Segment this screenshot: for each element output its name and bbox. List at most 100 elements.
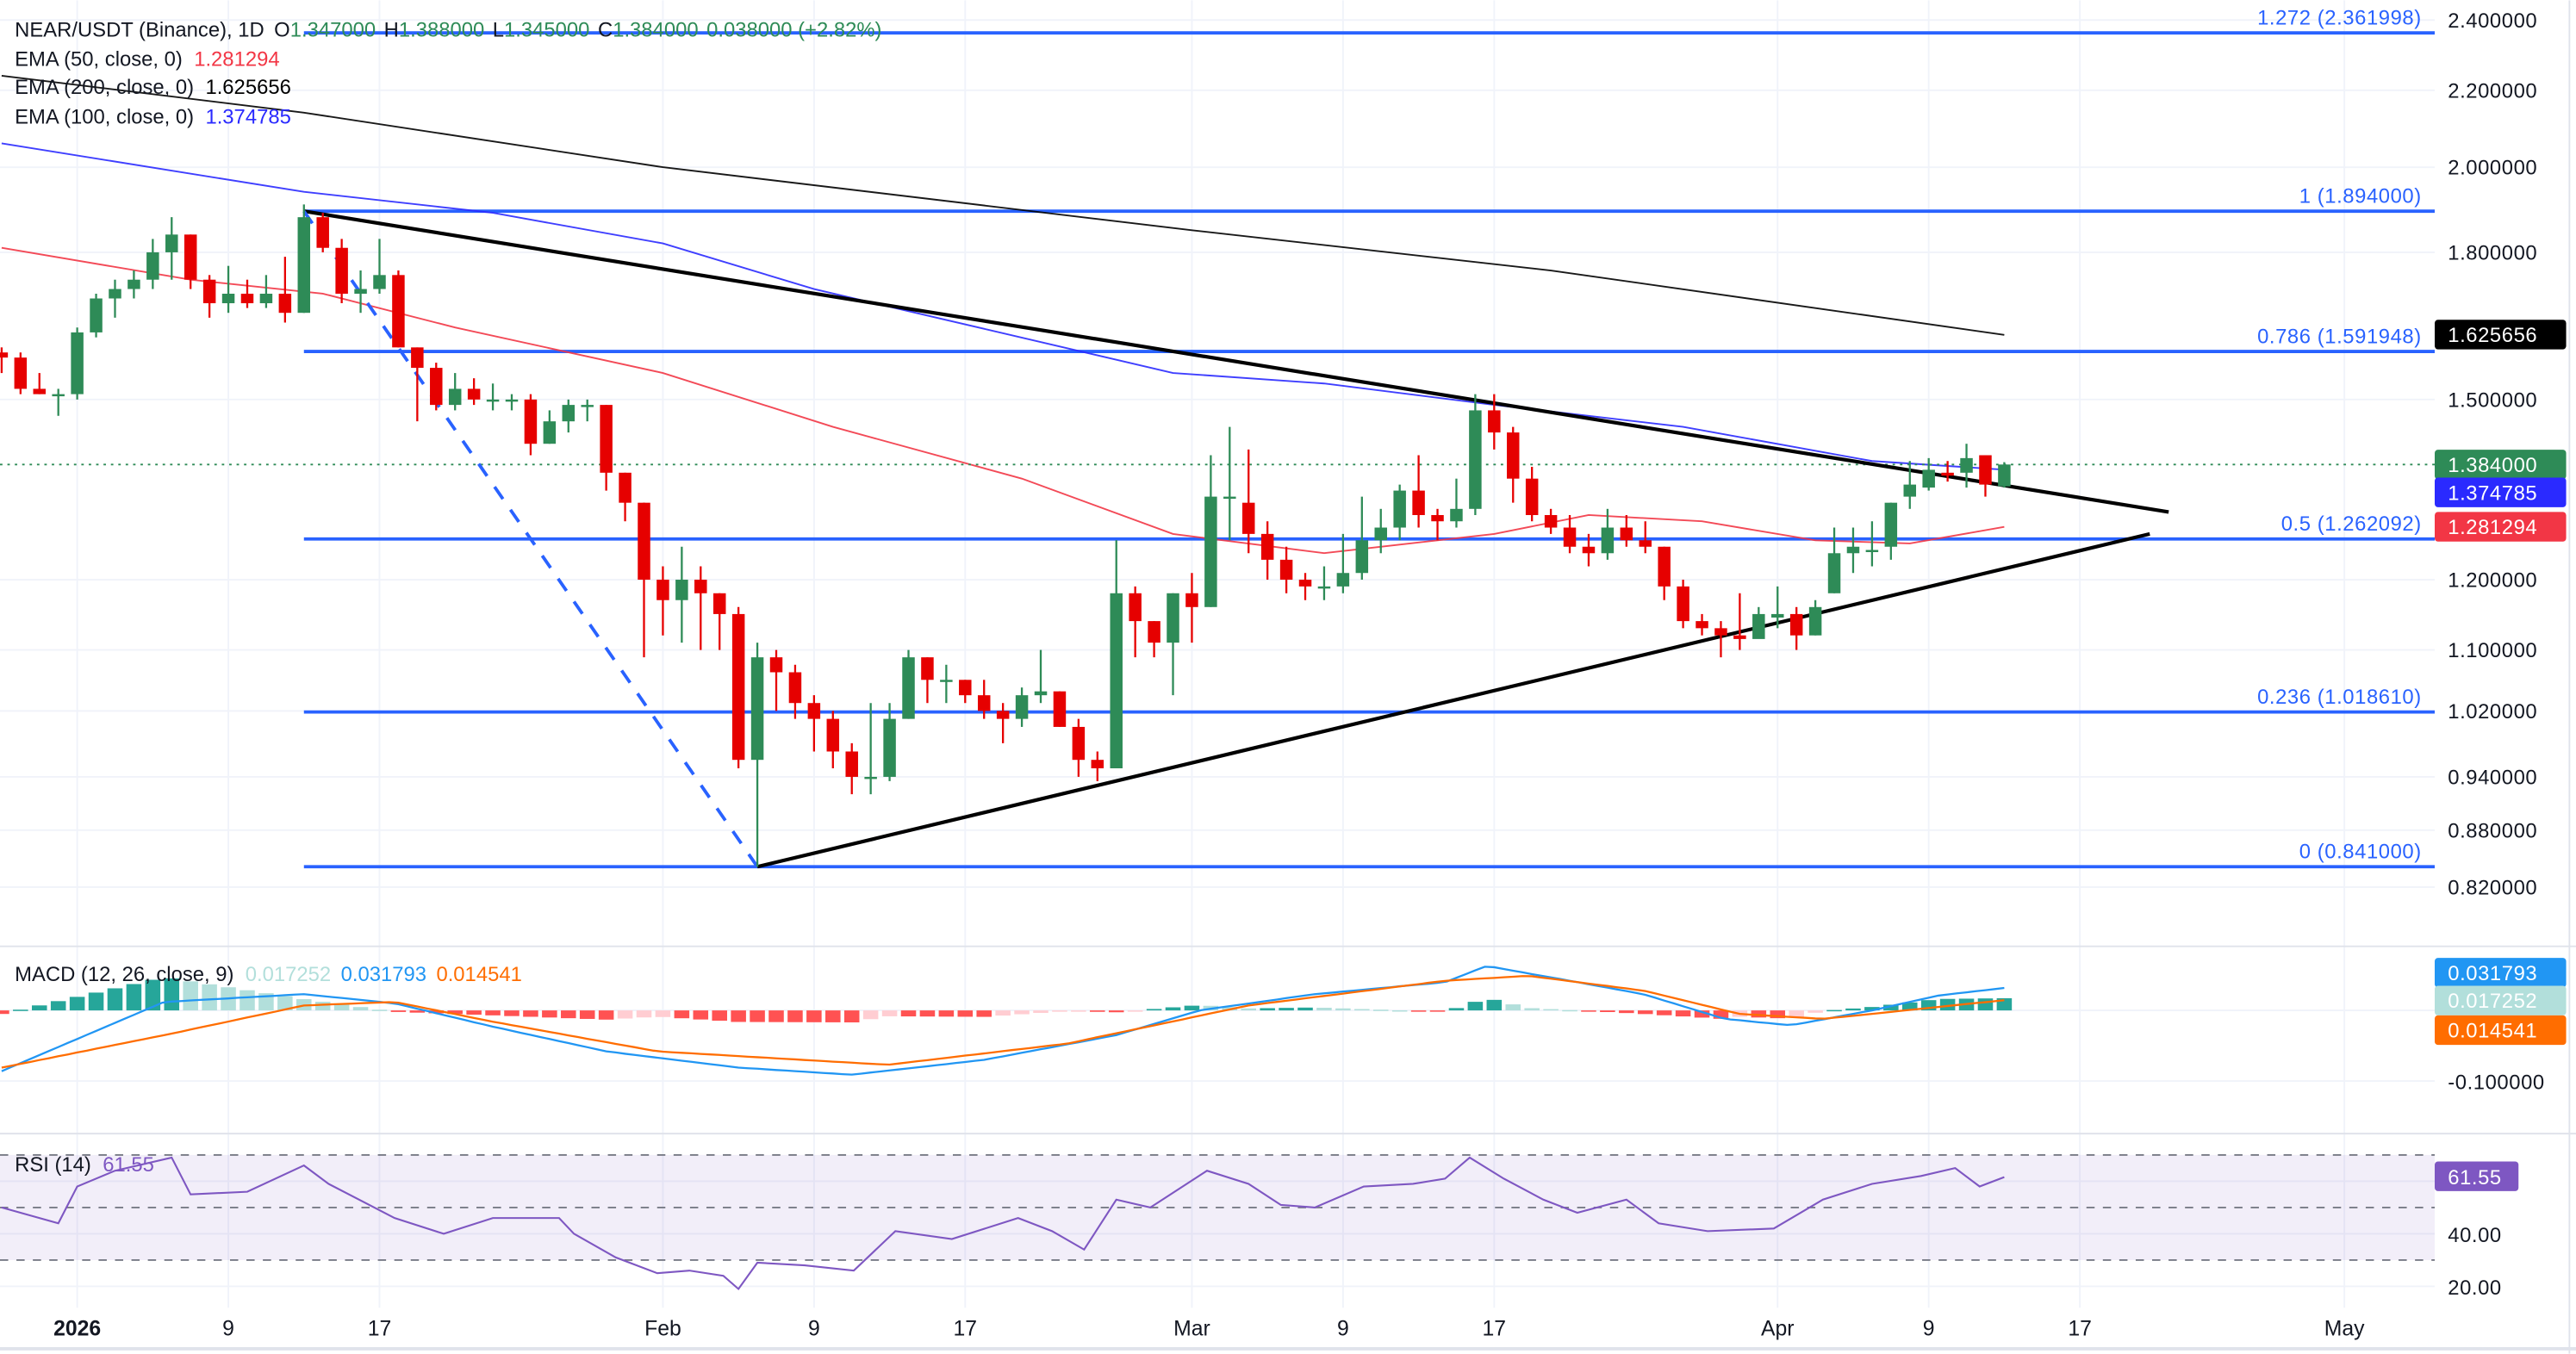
upper-trendline[interactable] <box>303 209 2169 514</box>
date-axis[interactable]: 2026 9 17 Feb 9 17 Mar 9 17 Apr 9 17 May <box>53 1318 2365 1341</box>
low-value: 1.345000 <box>504 18 589 41</box>
ema200-label: EMA (200, close, 0) <box>15 76 194 99</box>
macd-histogram-bar <box>1146 1009 1162 1011</box>
candle <box>1884 502 1898 560</box>
macd-histogram-bar <box>976 1010 992 1017</box>
candle <box>1091 751 1104 781</box>
macd-histogram-bar <box>693 1010 709 1020</box>
fib-retracement[interactable]: 1.272 (2.361998) 1 (1.894000) 0.786 (1.591… <box>303 7 2436 869</box>
candle-body <box>1979 455 1992 485</box>
candle <box>278 257 292 323</box>
candle-body <box>1752 613 1765 639</box>
legend-ema50[interactable]: EMA (50, close, 0) 1.281294 <box>15 48 279 71</box>
candle-body <box>1922 469 1935 488</box>
candle <box>1865 521 1879 567</box>
fib-level-label: 1 (1.894000) <box>2299 185 2422 208</box>
candle <box>392 270 405 348</box>
macd-histogram-bar <box>1883 1004 1899 1011</box>
candle <box>1450 478 1463 528</box>
candle-body <box>1601 527 1615 554</box>
candle <box>959 680 972 704</box>
candle-body <box>1336 573 1350 587</box>
date-axis-tick: 9 <box>808 1318 820 1341</box>
candle <box>1998 462 2011 488</box>
candle <box>807 695 821 752</box>
macd-histogram-bar <box>1505 1004 1521 1011</box>
candle-body <box>1279 559 1293 581</box>
candle-body <box>467 388 481 400</box>
macd-histogram-bar <box>579 1010 595 1019</box>
macd-label: MACD (12, 26, close, 9) <box>15 963 233 986</box>
candle-body <box>543 421 557 444</box>
macd-histogram-bar <box>1656 1010 1672 1016</box>
candle-body <box>1091 760 1104 769</box>
macd-histogram-bar <box>1600 1010 1615 1012</box>
candle-body <box>1582 546 1596 554</box>
macd-histogram-bar <box>1241 1008 1257 1011</box>
candle-body <box>1884 502 1898 547</box>
macd-axis[interactable]: -0.100000 0.031793 0.017252 0.014541 <box>2435 958 2567 1095</box>
candle <box>1808 599 1822 636</box>
candle <box>1393 484 1406 541</box>
macd-legend[interactable]: MACD (12, 26, close, 9) 0.017252 0.031793 0… <box>15 963 522 986</box>
candle-body <box>1469 410 1482 509</box>
candle <box>0 347 9 374</box>
candle <box>845 742 858 795</box>
macd-histogram-bar <box>1071 1010 1086 1012</box>
macd-histogram-bar <box>1090 1010 1105 1012</box>
macd-histogram-bar <box>504 1010 520 1016</box>
candle-body <box>581 405 594 407</box>
candle-body <box>769 657 783 673</box>
macd-histogram-bar <box>712 1010 727 1022</box>
candle <box>1714 621 1727 658</box>
candle <box>1922 457 1935 491</box>
macd-histogram-bar <box>900 1010 917 1017</box>
candle <box>1355 496 1369 581</box>
candle-body <box>1941 472 1954 476</box>
low-label: L <box>493 18 504 41</box>
candle <box>788 664 802 719</box>
candle-body <box>712 593 726 614</box>
legend-ema200[interactable]: EMA (200, close, 0) 1.625656 <box>15 76 291 99</box>
macd-histogram-bar <box>598 1010 614 1020</box>
candle <box>221 265 235 314</box>
candle <box>1223 426 1236 541</box>
candle <box>1053 691 1067 727</box>
candle-body <box>146 252 159 280</box>
lower-trendline[interactable] <box>756 531 2150 869</box>
candle <box>486 383 500 411</box>
rsi-axis[interactable]: 61.55 40.00 20.00 <box>2435 1161 2519 1300</box>
price-axis[interactable]: 2.400000 2.200000 2.000000 1.800000 1.500000… <box>2435 9 2567 900</box>
candle-body <box>675 580 688 600</box>
rsi-legend[interactable]: RSI (14) 61.55 <box>15 1153 154 1177</box>
macd-histogram-bar <box>1581 1010 1596 1012</box>
candle-body <box>297 217 311 314</box>
legend-symbol-row: NEAR/USDT (Binance), 1D O1.347000 H1.38800… <box>15 18 881 41</box>
candle-body <box>1412 490 1425 515</box>
candle <box>467 378 481 406</box>
candle-body <box>1544 514 1558 528</box>
macd-badge-value: 0.014541 <box>2448 1020 2537 1043</box>
date-axis-tick: 17 <box>1483 1318 1507 1341</box>
candle-body <box>1223 496 1236 500</box>
rsi-band <box>0 1153 2436 1261</box>
candle <box>1488 394 1501 450</box>
macd-histogram-bar <box>881 1010 898 1016</box>
ema100-line <box>1 142 2005 471</box>
macd-histogram-bar <box>1127 1010 1143 1012</box>
rsi-axis-tick: 40.00 <box>2448 1224 2502 1247</box>
fib-anchor-line[interactable] <box>302 210 759 868</box>
fib-level-label: 0.786 (1.591948) <box>2257 326 2422 349</box>
ema50-label: EMA (50, close, 0) <box>15 48 183 71</box>
candle-body <box>1696 621 1708 629</box>
legend-ema100[interactable]: EMA (100, close, 0) 1.374785 <box>15 105 291 128</box>
macd-histogram-bar <box>1486 999 1503 1011</box>
candle-body <box>71 332 84 394</box>
candle <box>1167 593 1179 696</box>
candle-body <box>1903 484 1917 497</box>
trendlines[interactable] <box>302 209 2169 869</box>
candle <box>33 373 47 394</box>
macd-histogram-bar <box>1033 1010 1048 1014</box>
candle <box>316 213 329 252</box>
